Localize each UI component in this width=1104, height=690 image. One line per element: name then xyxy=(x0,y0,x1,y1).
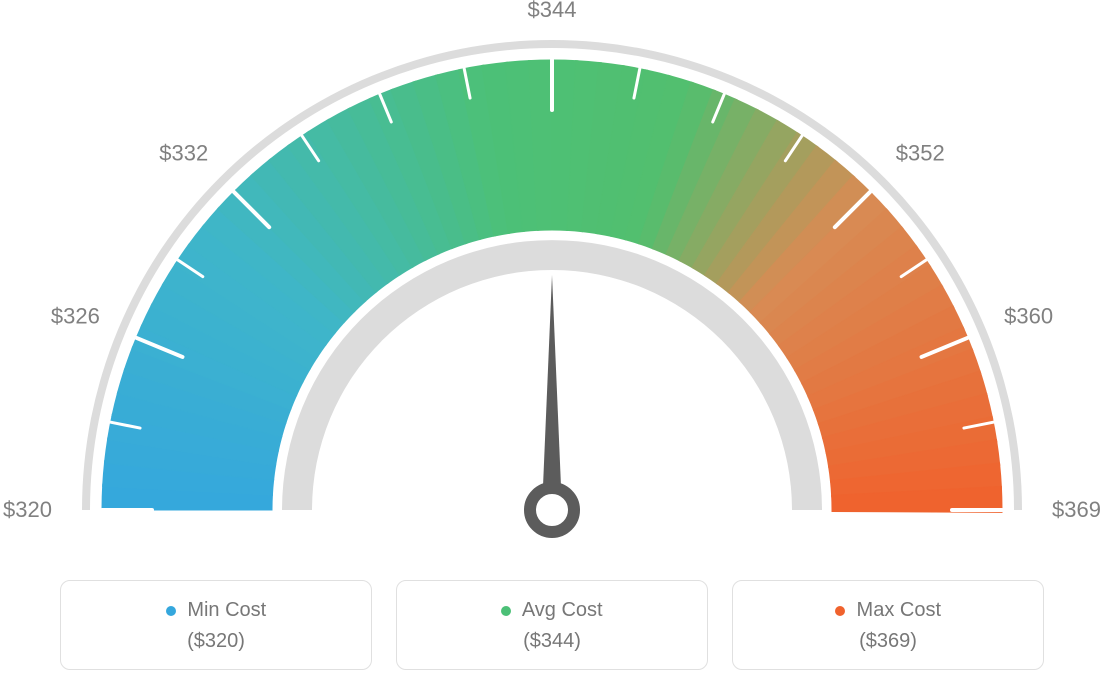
legend-label-min: Min Cost xyxy=(187,599,266,621)
legend-card-avg: Avg Cost ($344) xyxy=(396,580,708,670)
legend-dot-min xyxy=(166,606,176,616)
legend-card-min: Min Cost ($320) xyxy=(60,580,372,670)
legend-dot-max xyxy=(835,606,845,616)
legend-label-max: Max Cost xyxy=(857,599,941,621)
legend-value-avg: ($344) xyxy=(397,630,707,653)
legend-card-max: Max Cost ($369) xyxy=(732,580,1044,670)
legend-row: Min Cost ($320) Avg Cost ($344) Max Cost… xyxy=(0,580,1104,670)
gauge-tick-label: $360 xyxy=(1004,303,1053,329)
gauge-tick-label: $326 xyxy=(51,303,100,329)
gauge-tick-label: $369 xyxy=(1052,497,1101,523)
gauge-tick-label: $344 xyxy=(528,0,577,23)
legend-value-min: ($320) xyxy=(61,630,371,653)
gauge-tick-label: $332 xyxy=(159,141,208,167)
cost-gauge: $320 $326 $332 $344 $352 $360 $369 xyxy=(0,0,1104,560)
legend-label-avg: Avg Cost xyxy=(522,599,603,621)
gauge-tick-label: $320 xyxy=(3,497,52,523)
legend-value-max: ($369) xyxy=(733,630,1043,653)
legend-dot-avg xyxy=(501,606,511,616)
gauge-tick-label: $352 xyxy=(896,141,945,167)
